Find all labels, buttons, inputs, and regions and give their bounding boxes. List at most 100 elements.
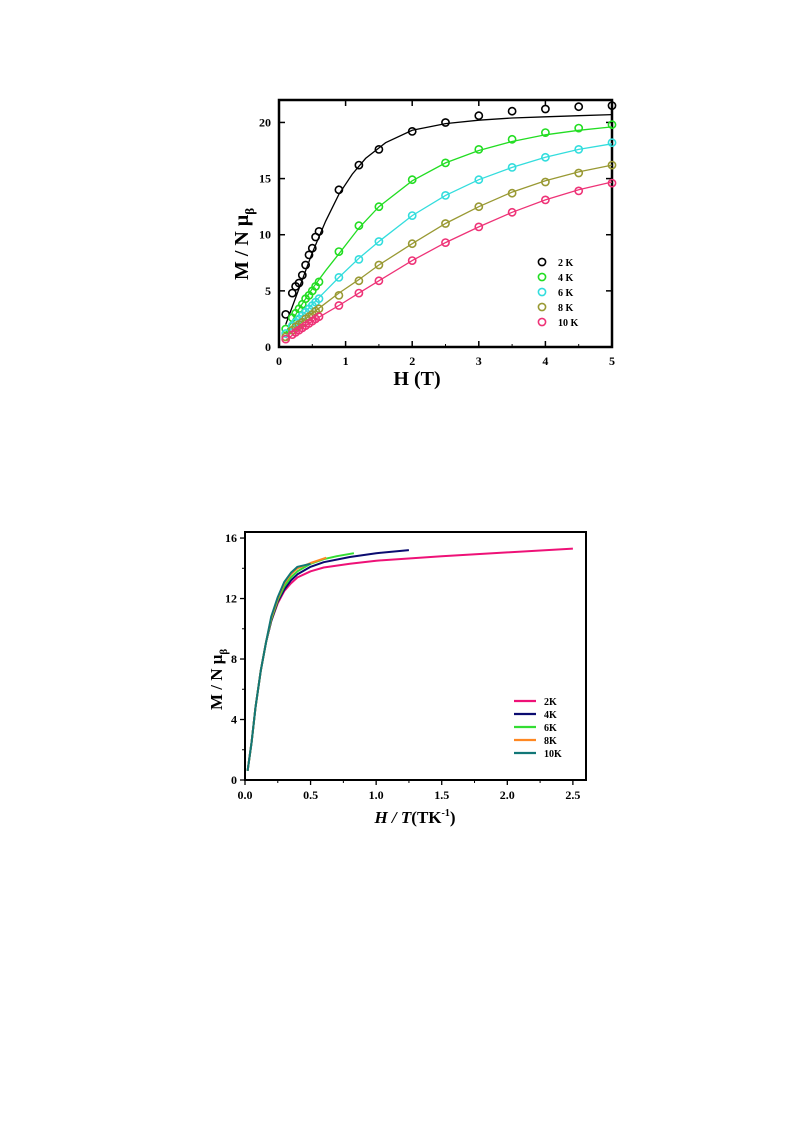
series-line xyxy=(246,547,573,772)
legend-marker xyxy=(537,257,547,267)
data-point xyxy=(374,145,384,154)
y-axis-title: M / N μβ xyxy=(231,208,257,280)
data-point xyxy=(374,237,384,246)
data-point xyxy=(507,188,517,198)
data-point xyxy=(334,247,344,256)
y-axis-title-sub: β xyxy=(218,649,230,655)
fit-line xyxy=(285,181,613,341)
data-point xyxy=(287,288,297,298)
data-point xyxy=(301,260,310,270)
data-point xyxy=(474,175,484,185)
x-tick-label: 1.0 xyxy=(369,788,384,802)
data-point xyxy=(607,160,617,170)
legend-label: 8 K xyxy=(558,303,574,314)
data-point xyxy=(507,163,517,172)
x-tick-label: 1.5 xyxy=(434,788,449,802)
x-tick-labels: 0 1 2 3 4 5 xyxy=(276,354,615,368)
legend-label: 6K xyxy=(544,723,557,734)
data-point xyxy=(407,127,417,136)
data-point xyxy=(354,160,364,170)
data-point xyxy=(507,106,517,116)
x-axis-title-italic: H / T xyxy=(373,808,411,827)
data-point xyxy=(441,238,450,247)
data-point xyxy=(441,158,450,168)
series-line xyxy=(246,552,355,772)
data-point xyxy=(441,118,450,127)
x-tick-label: 5 xyxy=(609,354,615,368)
series-line xyxy=(246,549,409,772)
x-tick-label: 0.0 xyxy=(238,788,253,802)
data-point xyxy=(574,145,584,154)
x-tick-label: 2.0 xyxy=(500,788,515,802)
data-point xyxy=(354,288,364,298)
y-axis-title-main: M / N μ xyxy=(231,214,253,280)
legend: 2K 4K 6K 8K 10K xyxy=(514,697,562,760)
data-point xyxy=(607,138,617,148)
y-tick-label: 10 xyxy=(259,228,271,242)
x-tick-label: 2 xyxy=(409,354,415,368)
y-tick-labels: 0 5 10 15 20 xyxy=(259,115,271,354)
legend-label: 2 K xyxy=(558,258,574,269)
legend-label: 10 K xyxy=(558,318,579,329)
data-point xyxy=(407,239,417,249)
data-point xyxy=(507,207,517,217)
data-point xyxy=(334,290,344,300)
legend: 2 K 4 K 6 K 8 K 10 K xyxy=(537,257,579,329)
data-point xyxy=(541,152,550,162)
tick-marks xyxy=(278,100,613,348)
data-point xyxy=(374,260,384,270)
y-tick-label: 12 xyxy=(225,592,237,606)
data-point xyxy=(574,102,584,112)
legend-label: 4K xyxy=(544,710,557,721)
y-axis-title-main: M / N μ xyxy=(207,654,226,710)
data-point xyxy=(607,120,617,130)
data-point xyxy=(294,278,304,288)
series-lines xyxy=(246,547,573,772)
data-point xyxy=(607,178,617,188)
legend-marker xyxy=(537,317,547,327)
data-point xyxy=(281,334,291,344)
x-axis-title: H (T) xyxy=(393,368,440,390)
data-point xyxy=(304,250,314,260)
y-tick-label: 0 xyxy=(265,340,271,354)
data-point xyxy=(334,185,344,195)
data-point xyxy=(474,202,484,212)
legend-label: 8K xyxy=(544,736,557,747)
data-point xyxy=(441,191,450,200)
x-tick-label: 1 xyxy=(343,354,349,368)
data-points xyxy=(281,101,617,344)
x-tick-label: 4 xyxy=(542,354,548,368)
x-tick-label: 3 xyxy=(476,354,482,368)
data-point xyxy=(574,186,584,196)
y-tick-label: 16 xyxy=(225,531,237,545)
data-point xyxy=(474,111,484,121)
y-tick-labels: 0 4 8 12 16 xyxy=(225,531,237,787)
fit-line xyxy=(285,113,613,325)
data-point xyxy=(314,226,324,236)
data-point xyxy=(314,294,324,304)
svg-text:M / N μβ: M / N μβ xyxy=(207,649,230,710)
series-line xyxy=(246,562,311,772)
data-point xyxy=(541,128,550,137)
data-point xyxy=(314,277,324,287)
data-point xyxy=(334,272,344,282)
x-tick-labels: 0.0 0.5 1.0 1.5 2.0 2.5 xyxy=(238,788,581,802)
data-point xyxy=(474,222,484,232)
y-tick-label: 5 xyxy=(265,284,271,298)
y-tick-label: 0 xyxy=(231,773,237,787)
fit-line xyxy=(285,126,613,333)
data-point xyxy=(374,276,384,286)
x-tick-label: 0 xyxy=(276,354,282,368)
data-point xyxy=(507,134,517,144)
legend-marker xyxy=(537,272,547,282)
data-point xyxy=(541,195,550,205)
data-point xyxy=(354,221,364,231)
y-axis-title-sub: β xyxy=(242,208,257,215)
data-point xyxy=(574,168,584,178)
data-point xyxy=(281,309,291,319)
legend-marker xyxy=(537,287,547,297)
x-tick-label: 2.5 xyxy=(565,788,580,802)
y-tick-label: 4 xyxy=(231,713,237,727)
x-axis-title-unit: (TK xyxy=(411,808,442,827)
